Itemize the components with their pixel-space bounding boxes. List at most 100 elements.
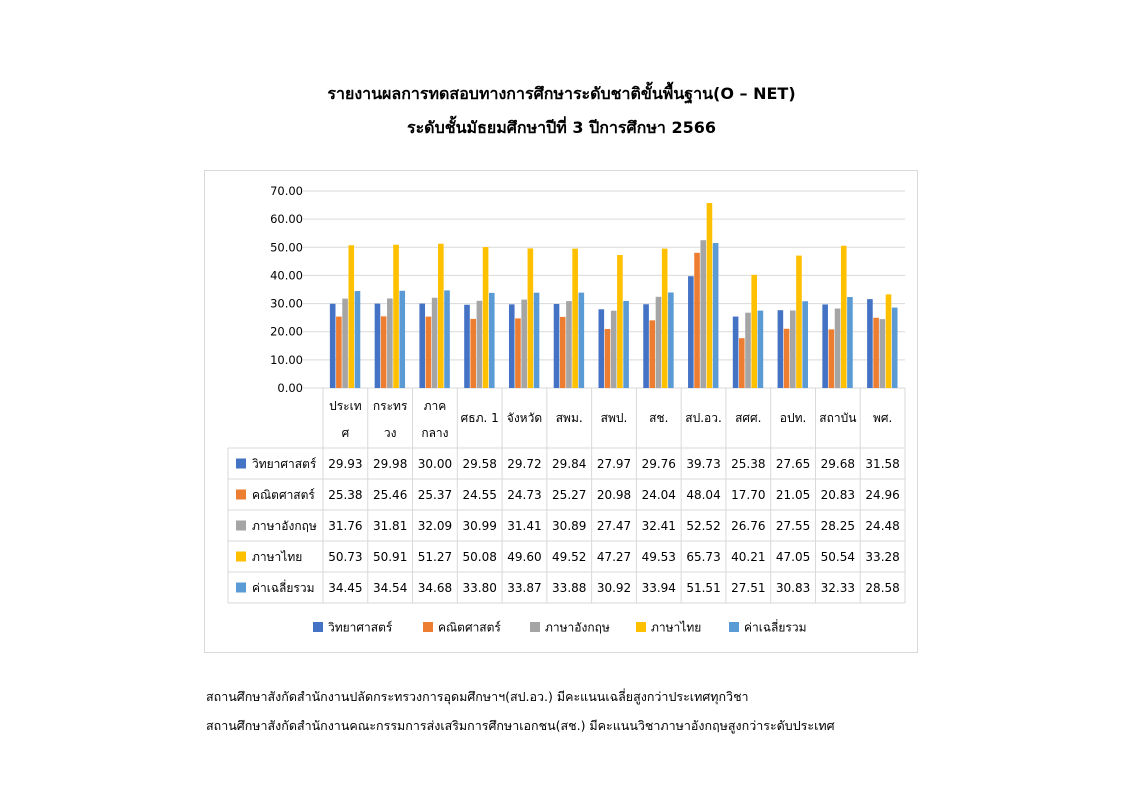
bar: [521, 299, 527, 388]
data-label: 40.21: [731, 550, 765, 564]
bar: [745, 312, 751, 388]
bar: [873, 317, 879, 388]
note-line-2: สถานศึกษาสังกัดสำนักงานคณะกรรมการส่งเสริ…: [206, 718, 835, 733]
data-label: 52.52: [686, 519, 720, 533]
bar: [739, 338, 745, 388]
bar: [700, 240, 707, 388]
data-label: 27.65: [776, 457, 810, 471]
bar: [444, 290, 450, 388]
bar: [623, 300, 629, 388]
bar: [380, 316, 387, 388]
bar: [488, 292, 495, 388]
bar: [789, 310, 796, 388]
bar: [822, 304, 828, 388]
data-label: 27.51: [731, 581, 765, 595]
legend-key: [313, 622, 323, 632]
bar: [751, 274, 758, 388]
bar: [425, 316, 432, 388]
data-label: 29.68: [821, 457, 855, 471]
data-label: 51.51: [686, 581, 720, 595]
bar: [777, 310, 784, 388]
bar: [706, 203, 713, 388]
data-label: 26.76: [731, 519, 765, 533]
page-title: รายงานผลการทดสอบทางการศึกษาระดับชาติขั้น…: [327, 84, 796, 103]
bar: [655, 296, 662, 388]
page-subtitle: ระดับชั้นมัธยมศึกษาปีที่ 3 ปีการศึกษา 25…: [406, 118, 716, 137]
bar: [847, 297, 853, 388]
table-legend-key: [236, 489, 246, 500]
table-series-label: ค่าเฉลี่ยรวม: [252, 579, 315, 595]
bar: [828, 329, 835, 388]
table-series-label: ภาษาอังกฤษ: [252, 519, 317, 533]
table-legend-key: [236, 458, 246, 469]
y-tick-label: 30.00: [270, 297, 303, 311]
data-label: 30.92: [597, 581, 631, 595]
bar: [508, 304, 515, 388]
data-label: 29.98: [373, 457, 407, 471]
bar: [840, 245, 847, 388]
data-label: 48.04: [686, 488, 720, 502]
data-label: 25.27: [552, 488, 586, 502]
data-label: 31.76: [328, 519, 362, 533]
y-tick-label: 50.00: [270, 240, 303, 254]
data-label: 25.37: [418, 488, 452, 502]
data-label: 65.73: [686, 550, 720, 564]
bar: [757, 310, 764, 388]
data-label: 33.88: [552, 581, 586, 595]
x-category-label: อปท.: [780, 411, 807, 425]
data-label: 24.55: [463, 488, 497, 502]
x-category-label: กระทร: [373, 399, 408, 413]
y-tick-label: 20.00: [270, 325, 303, 339]
data-label: 34.45: [328, 581, 362, 595]
legend-key: [636, 622, 646, 632]
table-series-label: คณิตศาสตร์: [252, 488, 315, 502]
legend-key: [729, 622, 739, 632]
data-label: 49.60: [507, 550, 541, 564]
data-label: 24.04: [642, 488, 676, 502]
data-label: 27.47: [597, 519, 631, 533]
bar: [732, 316, 739, 388]
bar: [482, 247, 489, 388]
bar: [572, 248, 578, 388]
data-label: 30.83: [776, 581, 810, 595]
x-category-label: ศธภ. 1: [461, 411, 499, 425]
bar: [393, 244, 399, 388]
bar: [643, 304, 649, 388]
data-label: 27.97: [597, 457, 631, 471]
bar: [649, 320, 656, 388]
x-category-label: กลาง: [421, 426, 448, 440]
bar: [867, 299, 873, 388]
x-category-label: ศ: [342, 426, 350, 440]
bar: [399, 290, 406, 388]
bar: [553, 304, 560, 388]
legend-label: คณิตศาสตร์: [438, 621, 501, 635]
table-series-label: ภาษาไทย: [252, 550, 302, 564]
x-category-label: สช.: [649, 411, 668, 425]
data-label: 50.73: [328, 550, 362, 564]
data-label: 49.53: [642, 550, 676, 564]
data-label: 25.46: [373, 488, 407, 502]
bar: [661, 248, 668, 388]
bar: [533, 292, 540, 388]
bar: [354, 291, 361, 388]
data-label: 27.55: [776, 519, 810, 533]
data-label: 28.25: [821, 519, 855, 533]
data-label: 34.68: [418, 581, 452, 595]
bar: [688, 276, 694, 388]
data-label: 30.00: [418, 457, 452, 471]
data-label: 29.76: [642, 457, 676, 471]
bar: [515, 318, 521, 388]
bar: [559, 316, 566, 388]
bar: [879, 319, 886, 388]
x-category-label: ภาค: [424, 399, 447, 413]
bar: [470, 318, 476, 388]
legend-label: วิทยาศาสตร์: [328, 621, 393, 635]
bar: [578, 292, 585, 388]
chart-container: 0.00 10.00 20.00 30.00 40.00 50.00 60.00 70.00 ป…: [204, 170, 918, 653]
bar: [668, 292, 674, 388]
data-label: 33.94: [642, 581, 676, 595]
bar: [604, 328, 611, 388]
y-tick-label: 70.00: [270, 184, 303, 198]
note-line-1: สถานศึกษาสังกัดสำนักงานปลัดกระทรวงการอุด…: [206, 689, 749, 704]
bar: [802, 301, 808, 388]
